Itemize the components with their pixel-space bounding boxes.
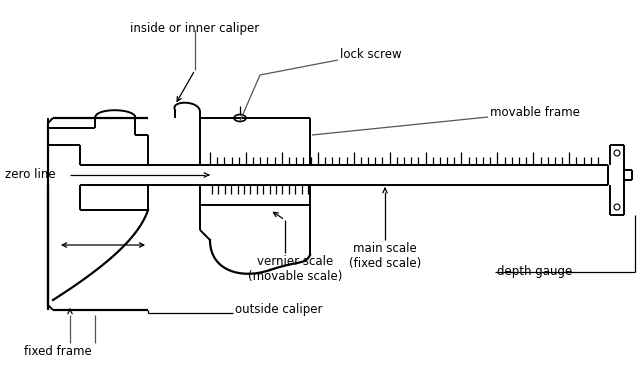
- Text: zero line: zero line: [5, 169, 55, 181]
- Text: movable frame: movable frame: [490, 106, 580, 118]
- Text: fixed frame: fixed frame: [24, 345, 92, 358]
- Text: main scale
(fixed scale): main scale (fixed scale): [349, 242, 421, 270]
- Text: inside or inner caliper: inside or inner caliper: [130, 22, 260, 35]
- Text: outside caliper: outside caliper: [235, 304, 323, 316]
- Text: vernier scale
(movable scale): vernier scale (movable scale): [248, 255, 342, 283]
- Text: lock screw: lock screw: [340, 49, 402, 61]
- Text: depth gauge: depth gauge: [497, 265, 573, 279]
